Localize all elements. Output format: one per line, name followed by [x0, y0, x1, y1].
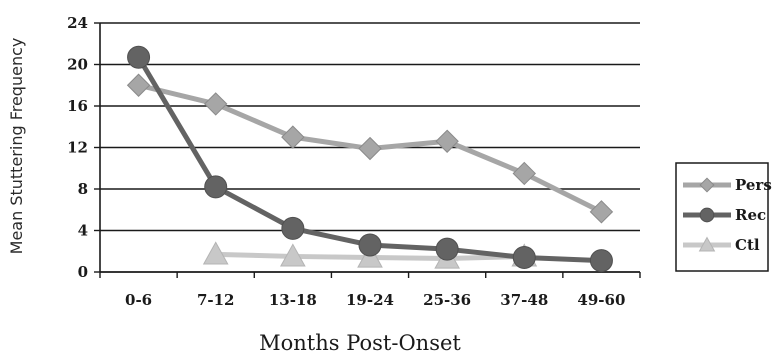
- point-rec-19-24: [358, 233, 382, 257]
- series-layer: [126, 45, 614, 273]
- legend-label-pers: Pers: [735, 176, 772, 194]
- point-rec-0-6: [127, 45, 151, 69]
- y-tick-label-8: 8: [78, 180, 88, 198]
- legend-marker-rec: [699, 207, 715, 223]
- x-tick-label-37-48: 37-48: [500, 291, 548, 309]
- y-tick-labels: 0 4 8 12 16 20 24: [67, 14, 88, 281]
- x-axis-title: Months Post-Onset: [259, 331, 461, 355]
- point-pers-13-18: [281, 125, 305, 149]
- point-ctl-7-12: [202, 241, 229, 265]
- legend-item-pers: Pers: [683, 176, 772, 194]
- legend-item-rec: Rec: [683, 206, 766, 224]
- series-pers: [126, 73, 614, 224]
- y-tick-label-24: 24: [67, 14, 88, 32]
- legend-label-ctl: Ctl: [735, 236, 760, 254]
- x-tick-label-7-12: 7-12: [197, 291, 235, 309]
- y-tick-label-4: 4: [78, 222, 88, 240]
- point-pers-37-48: [512, 161, 536, 186]
- point-pers-25-36: [435, 129, 459, 153]
- point-ctl-13-18: [280, 243, 306, 267]
- point-rec-13-18: [281, 216, 305, 240]
- x-tick-labels: 0-6 7-12 13-18 19-24 25-36 37-48 49-60: [125, 291, 625, 309]
- point-rec-7-12: [204, 175, 228, 199]
- y-axis-title: Mean Stuttering Frequency: [7, 38, 26, 255]
- point-pers-0-6: [126, 73, 151, 97]
- y-tick-label-16: 16: [67, 97, 88, 115]
- point-rec-25-36: [435, 237, 459, 261]
- legend: Pers Rec Ctl: [675, 162, 772, 272]
- x-tick-label-13-18: 13-18: [269, 291, 317, 309]
- x-tick-label-19-24: 19-24: [346, 291, 394, 309]
- point-pers-49-60: [589, 200, 614, 224]
- legend-marker-ctl: [698, 236, 716, 252]
- point-pers-7-12: [204, 92, 228, 116]
- x-tick-label-25-36: 25-36: [423, 291, 471, 309]
- legend-label-rec: Rec: [735, 206, 766, 224]
- point-rec-49-60: [589, 249, 613, 273]
- y-tick-label-20: 20: [67, 56, 88, 74]
- x-tick-label-0-6: 0-6: [125, 291, 152, 309]
- point-pers-19-24: [358, 136, 382, 161]
- x-tick-label-49-60: 49-60: [577, 291, 625, 309]
- series-rec: [127, 45, 613, 273]
- legend-marker-pers: [699, 177, 715, 193]
- legend-item-ctl: Ctl: [683, 236, 760, 254]
- point-rec-37-48: [512, 245, 536, 269]
- y-tick-label-0: 0: [78, 263, 88, 281]
- axes: [94, 22, 641, 278]
- y-tick-label-12: 12: [67, 139, 88, 157]
